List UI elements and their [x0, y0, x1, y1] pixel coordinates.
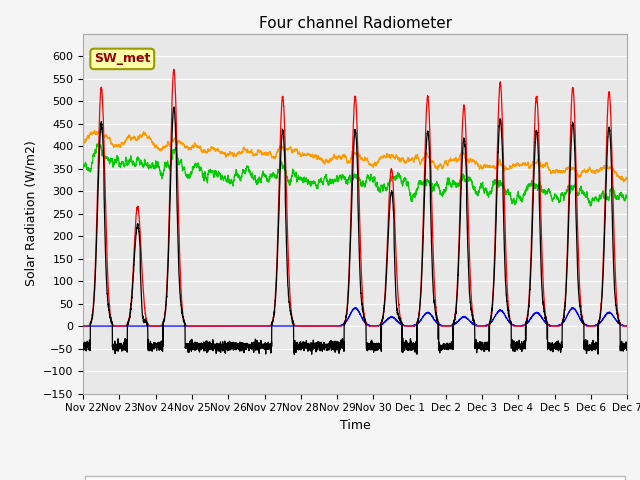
Legend: SW_in, SW_out, LW_in, LW_out, Rnet, Rnet: SW_in, SW_out, LW_in, LW_out, Rnet, Rnet [85, 476, 625, 480]
Text: SW_met: SW_met [94, 52, 150, 65]
Y-axis label: Solar Radiation (W/m2): Solar Radiation (W/m2) [24, 141, 38, 287]
X-axis label: Time: Time [340, 419, 371, 432]
Title: Four channel Radiometer: Four channel Radiometer [259, 16, 452, 31]
